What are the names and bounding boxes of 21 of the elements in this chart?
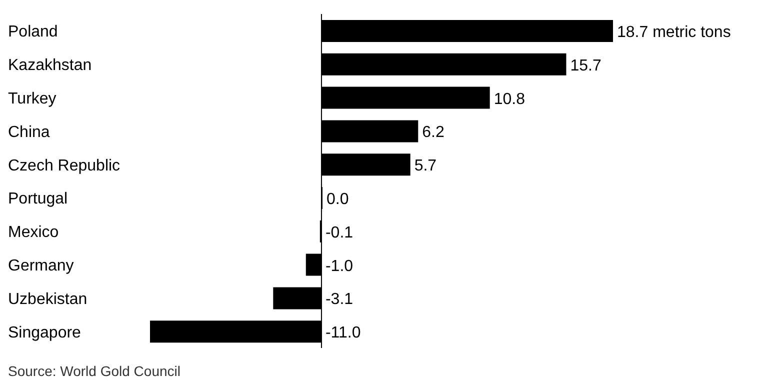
y-tick-label: Mexico [8,224,59,242]
data-label: -3.1 [325,291,354,308]
y-tick-label: Uzbekistan [8,290,88,308]
data-label: 18.7 metric tons [617,24,731,41]
data-label: 0.0 [326,191,349,208]
y-tick-label: Kazakhstan [8,57,92,74]
data-label: 5.7 [414,158,437,175]
data-label: 10.8 [494,90,526,108]
y-tick-label: Portugal [8,190,68,208]
data-label: -1.0 [325,258,354,275]
y-tick-label: Czech Republic [8,157,120,174]
data-label: -11.0 [325,324,361,342]
data-label: 6.2 [422,124,444,142]
source-note: Source: World Gold Council [8,363,182,379]
y-tick-label: Turkey [8,90,56,108]
data-label: 15.7 [570,57,602,74]
y-tick-label: Germany [8,258,74,274]
y-tick-label: Singapore [8,324,82,342]
y-tick-label: China [8,124,50,141]
y-tick-label: Poland [8,24,58,41]
data-label: -0.1 [325,224,354,242]
